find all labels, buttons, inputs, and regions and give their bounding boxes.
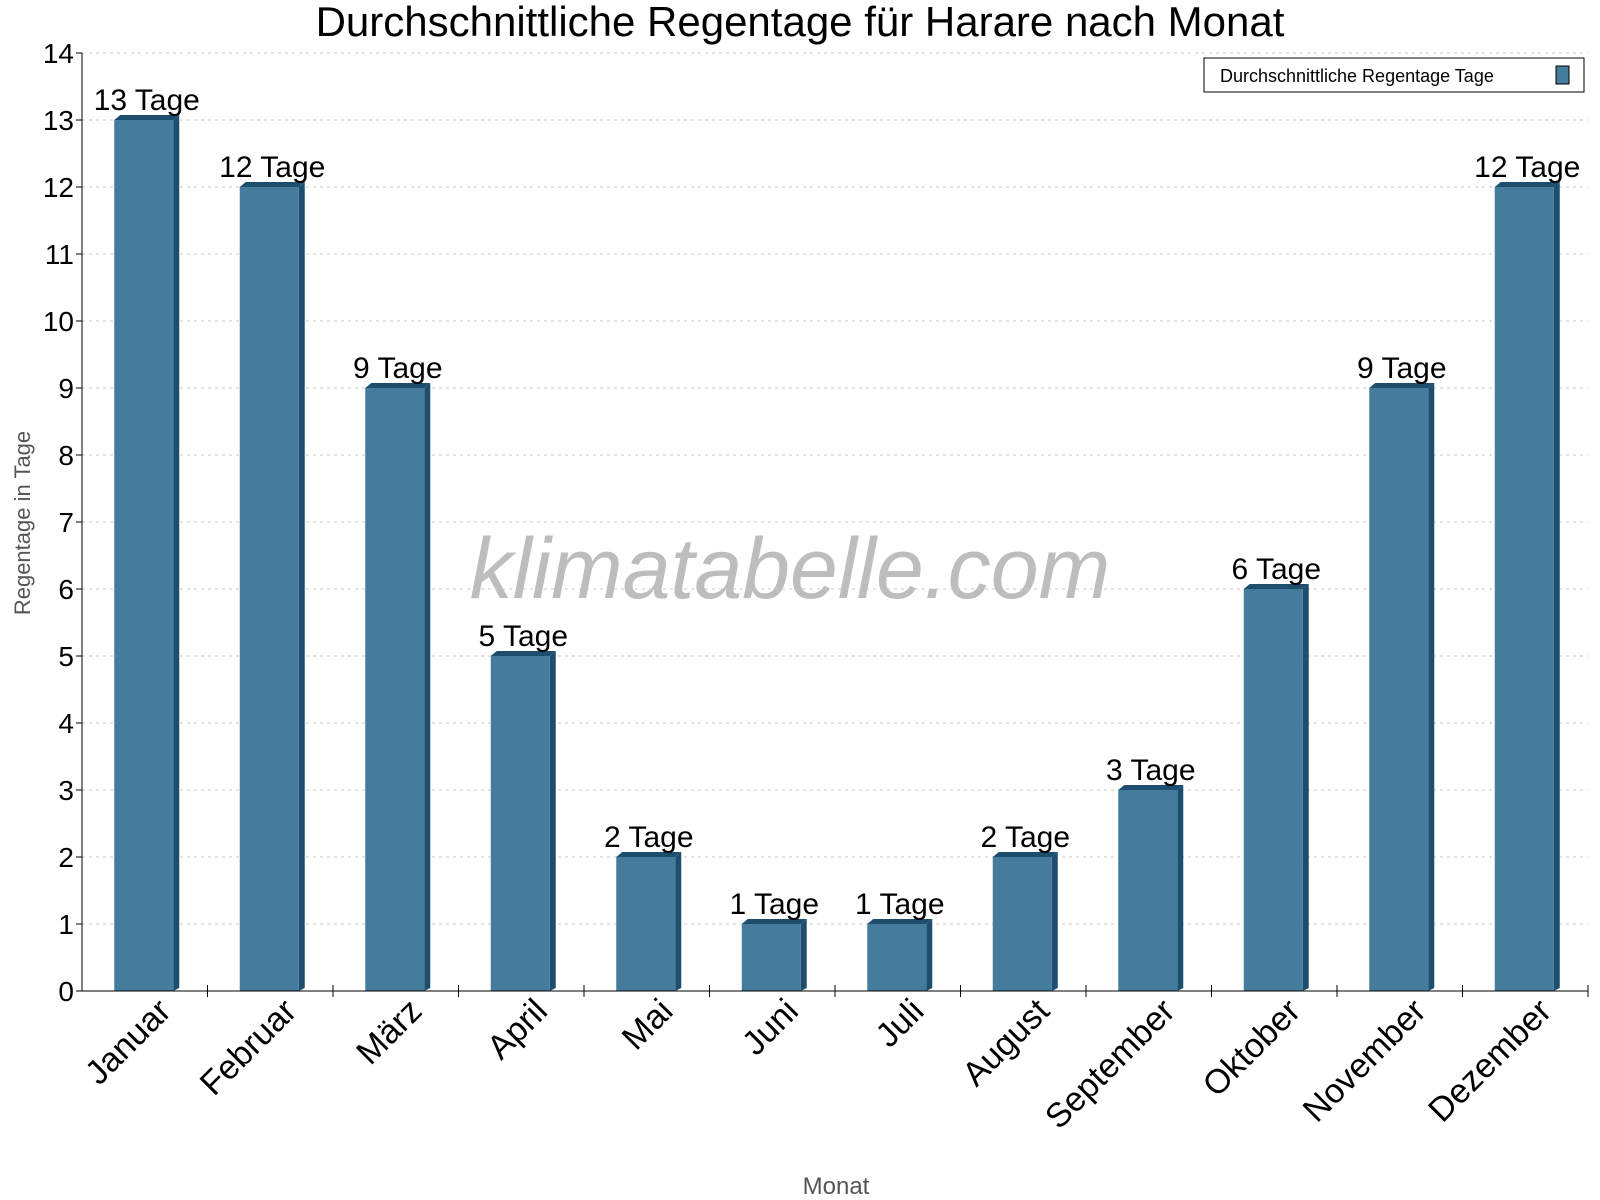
data-label: 13 Tage <box>94 84 200 117</box>
x-tick-label: Juni <box>735 992 806 1063</box>
legend-box <box>1203 57 1585 93</box>
bar-top <box>616 852 682 857</box>
x-tick-label: Januar <box>78 992 178 1092</box>
bar <box>741 924 801 991</box>
bar-side <box>298 182 305 991</box>
bar-side <box>1051 852 1058 991</box>
x-tick-label: August <box>955 991 1057 1093</box>
bar-top <box>867 919 933 924</box>
bar-side <box>1428 383 1435 991</box>
data-label: 9 Tage <box>1357 352 1447 385</box>
data-label: 12 Tage <box>1474 151 1580 184</box>
bar-side <box>1553 182 1560 991</box>
legend-label: Durchschnittliche Regentage Tage <box>1220 66 1494 86</box>
bar-side <box>549 651 556 991</box>
data-label: 1 Tage <box>729 888 819 921</box>
data-label: 3 Tage <box>1106 754 1196 787</box>
y-tick-label: 7 <box>58 507 74 538</box>
bar <box>616 857 676 991</box>
bar-side <box>1177 785 1184 991</box>
bar <box>1494 187 1554 991</box>
data-label: 2 Tage <box>604 821 694 854</box>
bar-top <box>741 919 807 924</box>
bar <box>490 656 550 991</box>
x-tick-label: Dezember <box>1421 992 1559 1130</box>
y-tick-label: 5 <box>58 641 74 672</box>
bar-top <box>1494 182 1560 187</box>
y-tick-label: 6 <box>58 574 74 605</box>
x-tick-label: Oktober <box>1196 992 1308 1104</box>
y-tick-label: 8 <box>58 440 74 471</box>
y-tick-label: 0 <box>58 976 74 1007</box>
y-tick-label: 3 <box>58 775 74 806</box>
bar-side <box>675 852 682 991</box>
y-tick-label: 1 <box>58 909 74 940</box>
data-label: 5 Tage <box>478 620 568 653</box>
chart-title: Durchschnittliche Regentage für Harare n… <box>316 0 1285 45</box>
bar <box>867 924 927 991</box>
legend-swatch <box>1555 65 1570 85</box>
x-tick-label: Juli <box>868 992 931 1055</box>
bar <box>365 388 425 991</box>
bar-top <box>1118 785 1184 790</box>
bar-top <box>239 182 305 187</box>
bar-side <box>173 115 180 991</box>
bar-side <box>926 919 933 991</box>
data-label: 2 Tage <box>980 821 1070 854</box>
x-tick-label: April <box>480 992 555 1067</box>
bar-side <box>1302 584 1309 991</box>
y-tick-label: 11 <box>45 239 74 270</box>
legend: Durchschnittliche Regentage Tage <box>1203 57 1585 93</box>
bar <box>1369 388 1429 991</box>
bar <box>1118 790 1178 991</box>
x-tick-label: März <box>349 992 429 1072</box>
bar <box>239 187 299 991</box>
data-label: 9 Tage <box>353 352 443 385</box>
bar <box>114 120 174 991</box>
data-label: 6 Tage <box>1231 553 1321 586</box>
bar-top <box>1243 584 1309 589</box>
bar-top <box>1369 383 1435 388</box>
y-tick-label: 14 <box>43 38 74 69</box>
bar-top <box>992 852 1058 857</box>
x-tick-label: September <box>1038 992 1182 1136</box>
y-tick-label: 10 <box>43 306 74 337</box>
bar-side <box>424 383 431 991</box>
data-label: 1 Tage <box>855 888 945 921</box>
bar-top <box>490 651 556 656</box>
y-tick-label: 13 <box>43 105 74 136</box>
bar <box>992 857 1052 991</box>
y-tick-label: 2 <box>58 842 74 873</box>
bar <box>1243 589 1303 991</box>
bar-top <box>365 383 431 388</box>
x-tick-label: Mai <box>615 992 681 1058</box>
y-axis-label: Regentage in Tage <box>10 431 35 615</box>
watermark: klimatabelle.com <box>470 521 1110 617</box>
y-tick-label: 4 <box>58 708 74 739</box>
x-axis-label: Monat <box>803 1173 870 1200</box>
bar-side <box>800 919 807 991</box>
bar-top <box>114 115 180 120</box>
x-tick-label: Februar <box>193 992 304 1103</box>
y-tick-label: 12 <box>43 172 74 203</box>
data-label: 12 Tage <box>219 151 325 184</box>
x-tick-label: November <box>1296 992 1434 1130</box>
y-tick-label: 9 <box>58 373 74 404</box>
